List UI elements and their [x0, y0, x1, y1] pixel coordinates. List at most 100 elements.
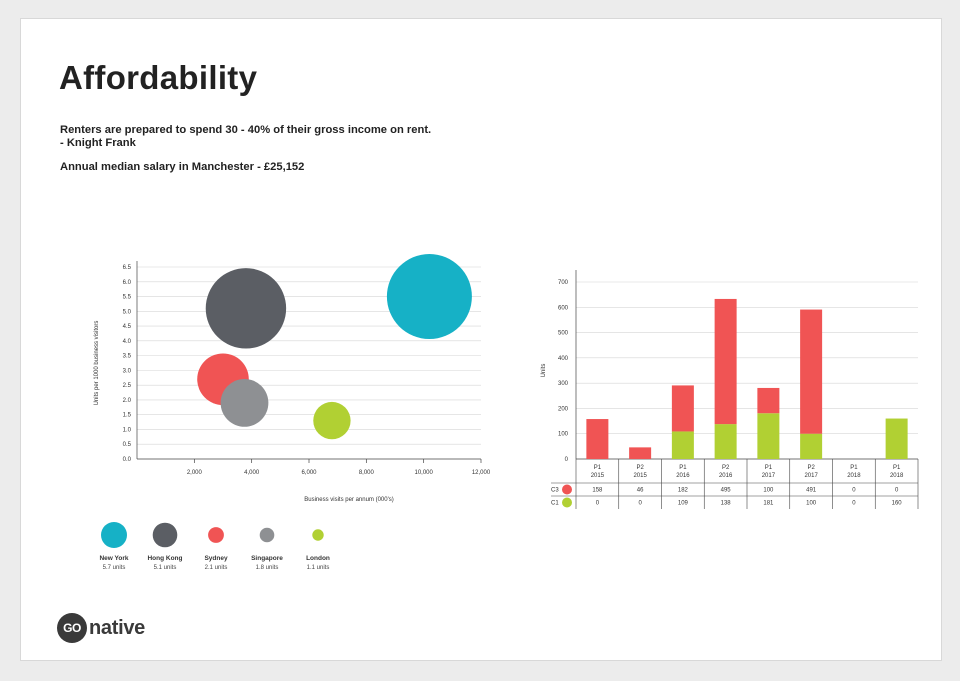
y-tick-label: 3.0 — [123, 368, 132, 374]
category-year-label: 2017 — [762, 473, 776, 479]
y-tick-label: 0.0 — [123, 457, 132, 463]
legend-swatch — [101, 522, 127, 548]
y-axis-label: Units per 1000 business visitors — [94, 321, 100, 406]
data-table: P1 2015 P2 2015 P1 2016 P2 2016 P1 2017 P2 2017 P1 20… — [551, 459, 919, 509]
y-tick-label: 600 — [558, 305, 569, 311]
y-tick-label: 6.5 — [123, 265, 132, 271]
table-cell-value: 46 — [637, 488, 644, 494]
category-year-label: 2018 — [890, 473, 904, 479]
x-axis-label: Business visits per annum (000's) — [304, 497, 394, 503]
category-period-label: P2 — [636, 465, 644, 471]
y-tick-label: 3.5 — [123, 354, 132, 360]
y-tick-label: 300 — [558, 381, 569, 387]
legend-item-hong-kong: Hong Kong 5.1 units — [147, 522, 183, 571]
bar-c1 — [885, 418, 908, 459]
rent-quote-source: - Knight Frank — [60, 137, 136, 149]
table-cell-value: 491 — [806, 488, 817, 494]
rent-quote: Renters are prepared to spend 30 - 40% o… — [60, 124, 431, 150]
table-series-name: C3 — [551, 488, 559, 494]
x-tick-label: 8,000 — [359, 470, 375, 476]
legend-item-singapore: Singapore 1.8 units — [251, 527, 283, 571]
legend-units: 1.1 units — [307, 565, 330, 571]
x-tick-label: 4,000 — [244, 470, 260, 476]
bar-c3 — [714, 298, 737, 425]
legend-units: 5.1 units — [154, 565, 177, 571]
table-series-swatch — [562, 484, 572, 495]
table-cell-value: 158 — [592, 488, 603, 494]
legend-item-london: London 1.1 units — [306, 529, 330, 571]
legend-name: London — [306, 555, 330, 562]
x-tick-label: 2,000 — [187, 470, 203, 476]
gonative-logo: GO native — [57, 612, 145, 644]
slide: Affordability Renters are prepared to sp… — [20, 18, 942, 661]
x-tick-label: 6,000 — [301, 470, 317, 476]
y-tick-label: 500 — [558, 331, 569, 337]
y-tick-label: 5.0 — [123, 309, 132, 315]
bar-gridlines — [576, 281, 918, 435]
logo-badge-text: GO — [63, 621, 81, 635]
y-tick-label: 0.5 — [123, 442, 132, 448]
bars — [586, 298, 908, 459]
table-cell-value: 181 — [763, 501, 774, 507]
table-cell-value: 100 — [806, 501, 817, 507]
y-tick-label: 2.5 — [123, 383, 132, 389]
table-cell-value: 0 — [895, 488, 899, 494]
y-tick-label: 4.5 — [123, 324, 132, 330]
bubble-new-york — [386, 254, 472, 340]
category-period-label: P1 — [765, 465, 773, 471]
median-salary-text: Annual median salary in Manchester - £25… — [60, 161, 305, 173]
y-tick-label: 700 — [558, 280, 569, 286]
y-tick-label: 6.0 — [123, 280, 132, 286]
bar-c3 — [800, 309, 823, 434]
legend-name: Sydney — [204, 555, 228, 562]
legend-units: 2.1 units — [205, 565, 228, 571]
table-cell-value: 0 — [852, 488, 856, 494]
table-cell-value: 100 — [763, 488, 774, 494]
y-tick-label: 200 — [558, 406, 569, 412]
y-tick-label: 5.5 — [123, 295, 132, 301]
table-cell-value: 0 — [596, 501, 600, 507]
category-year-label: 2015 — [633, 473, 647, 479]
legend-swatch — [208, 527, 224, 543]
legend-swatch — [152, 522, 178, 548]
legend-units: 5.7 units — [103, 565, 126, 571]
bar-c3 — [586, 419, 609, 459]
bubble-london — [313, 401, 351, 440]
page-title: Affordability — [59, 59, 258, 96]
bubble-singapore — [220, 378, 269, 427]
table-cell-value: 0 — [638, 501, 642, 507]
y-axis-label: Units — [541, 364, 547, 378]
bubbles — [197, 254, 472, 440]
legend-name: New York — [99, 555, 128, 562]
category-year-label: 2016 — [676, 473, 690, 479]
category-period-label: P2 — [722, 465, 730, 471]
category-period-label: P1 — [893, 465, 901, 471]
x-tick-label: 12,000 — [472, 470, 491, 476]
bubble-chart: 0.0 0.5 1.0 1.5 2.0 2.5 3.0 3.5 4.0 4.5 5.0 5.5 6.0 6… — [94, 254, 491, 503]
y-tick-label: 0 — [565, 457, 569, 463]
legend-units: 1.8 units — [256, 565, 279, 571]
table-cell-value: 138 — [721, 501, 732, 507]
x-tick-label: 10,000 — [414, 470, 433, 476]
legend-swatch — [259, 527, 275, 543]
bar-c3 — [629, 447, 652, 459]
table-cell-value: 182 — [678, 488, 689, 494]
category-year-label: 2018 — [847, 473, 861, 479]
category-year-label: 2017 — [804, 473, 818, 479]
legend-item-sydney: Sydney 2.1 units — [204, 527, 228, 571]
table-cell-value: 160 — [892, 501, 903, 507]
y-tick-label: 1.0 — [123, 427, 132, 433]
y-tick-label: 1.5 — [123, 413, 132, 419]
table-cell-value: 495 — [721, 488, 732, 494]
bubble-hong-kong — [205, 268, 287, 349]
logo-wordmark: native — [89, 616, 146, 639]
category-year-label: 2015 — [591, 473, 605, 479]
y-tick-label: 4.0 — [123, 339, 132, 345]
y-tick-label: 2.0 — [123, 398, 132, 404]
legend-name: Hong Kong — [147, 555, 182, 562]
category-period-label: P1 — [679, 465, 687, 471]
table-cell-value: 0 — [852, 501, 856, 507]
bar-c1 — [800, 433, 823, 459]
legend-item-new-york: New York 5.7 units — [99, 522, 129, 571]
category-year-label: 2016 — [719, 473, 733, 479]
